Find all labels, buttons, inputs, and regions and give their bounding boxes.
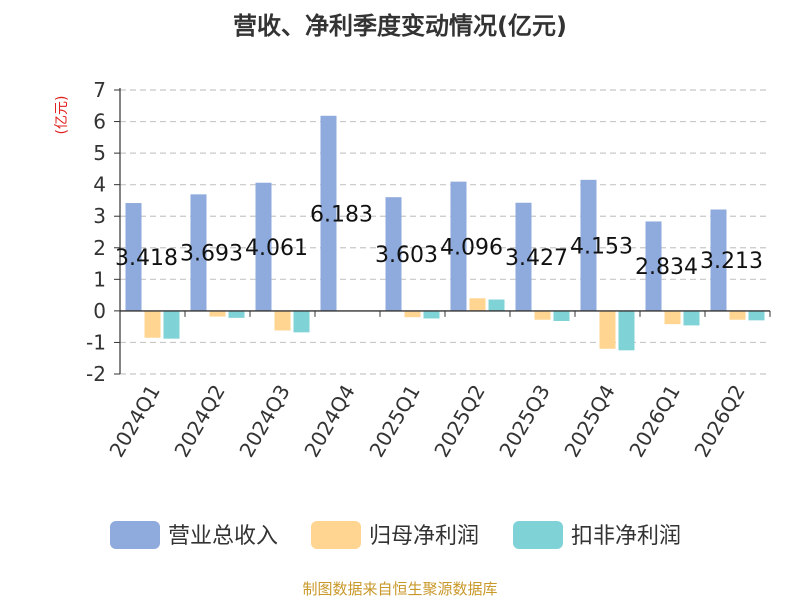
bar-1-2024Q1 <box>125 203 142 311</box>
y-tick-label: -2 <box>86 362 106 386</box>
bar-1-2026Q1 <box>645 221 662 311</box>
bar-2-2025Q1 <box>404 310 421 318</box>
legend-swatch <box>311 521 361 549</box>
bar-3-2025Q4 <box>618 310 635 351</box>
legend-swatch <box>513 521 563 549</box>
x-tick-label: 2024Q1 <box>104 381 164 462</box>
data-label: 3.603 <box>375 243 438 268</box>
data-label: 3.693 <box>180 242 243 267</box>
y-axis-ticks: -2 -1 0 1 2 3 4 5 6 7 <box>86 78 120 386</box>
bar-3-2025Q3 <box>553 310 570 321</box>
bar-2-2024Q2 <box>209 310 226 317</box>
x-tick-label: 2025Q3 <box>494 381 554 462</box>
x-tick-label: 2024Q3 <box>234 381 294 462</box>
bar-3-2025Q2 <box>488 299 505 311</box>
bar-1-2024Q3 <box>255 182 272 311</box>
axes <box>119 88 770 374</box>
x-tick-label: 2025Q4 <box>559 381 619 462</box>
y-tick-label: 4 <box>93 173 106 197</box>
source-note: 制图数据来自恒生聚源数据库 <box>302 580 497 598</box>
bar-2-2024Q3 <box>274 310 291 331</box>
x-tick-label: 2026Q2 <box>689 381 749 462</box>
y-tick-label: 3 <box>93 204 106 228</box>
bar-1-2024Q2 <box>190 194 207 311</box>
data-label: 4.061 <box>245 236 308 261</box>
bar-1-2024Q4 <box>320 115 337 311</box>
bar-3-2026Q1 <box>683 310 700 326</box>
bar-3-2026Q2 <box>748 310 765 321</box>
bar-3-2024Q2 <box>228 310 245 318</box>
chart-title: 营收、净利季度变动情况(亿元) <box>233 12 567 40</box>
y-tick-label: 1 <box>93 267 106 291</box>
bar-2-2025Q4 <box>599 310 616 349</box>
bar-2-2026Q2 <box>729 310 746 320</box>
y-axis-unit-label: (亿元) <box>54 96 70 135</box>
x-tick-label: 2024Q2 <box>169 381 229 462</box>
bar-1-2025Q2 <box>450 181 467 311</box>
data-label: 3.213 <box>700 249 763 274</box>
grid-lines <box>120 89 770 375</box>
x-axis-ticks: 2024Q1 2024Q2 2024Q3 2024Q4 2025Q1 2025Q2 2025… <box>104 310 771 462</box>
legend-swatch <box>110 521 160 549</box>
data-label: 2.834 <box>635 255 698 280</box>
legend-label: 营业总收入 <box>168 524 278 549</box>
x-tick-label: 2025Q2 <box>429 381 489 462</box>
bar-2-2025Q2 <box>469 298 486 311</box>
legend-label: 扣非净利润 <box>571 524 681 549</box>
bar-3-2024Q1 <box>163 310 180 339</box>
bar-2-2024Q1 <box>144 310 161 338</box>
data-label: 4.153 <box>570 234 633 259</box>
y-tick-label: 6 <box>93 110 106 134</box>
data-label: 3.427 <box>505 246 568 271</box>
data-label: 4.096 <box>440 235 503 260</box>
x-tick-label: 2026Q1 <box>624 381 684 462</box>
y-tick-label: 7 <box>93 78 106 102</box>
data-label: 3.418 <box>115 246 178 271</box>
y-tick-label: -1 <box>86 330 106 354</box>
bar-2-2025Q3 <box>534 310 551 320</box>
y-tick-label: 5 <box>93 141 106 165</box>
bar-3-2024Q3 <box>293 310 310 333</box>
bar-3-2025Q1 <box>423 310 440 319</box>
y-tick-label: 0 <box>93 299 106 323</box>
bar-1-2025Q1 <box>385 197 402 311</box>
x-tick-label: 2025Q1 <box>364 381 424 462</box>
y-tick-label: 2 <box>93 236 106 260</box>
bars <box>125 115 765 351</box>
data-label: 6.183 <box>310 202 373 227</box>
legend-label: 归母净利润 <box>369 524 479 549</box>
bar-1-2025Q4 <box>580 179 597 311</box>
bar-1-2025Q3 <box>515 202 532 311</box>
bar-2-2026Q1 <box>664 310 681 325</box>
legend: 营业总收入 归母净利润 扣非净利润 <box>110 521 681 549</box>
bar-1-2026Q2 <box>710 209 727 311</box>
x-tick-label: 2024Q4 <box>299 381 359 462</box>
